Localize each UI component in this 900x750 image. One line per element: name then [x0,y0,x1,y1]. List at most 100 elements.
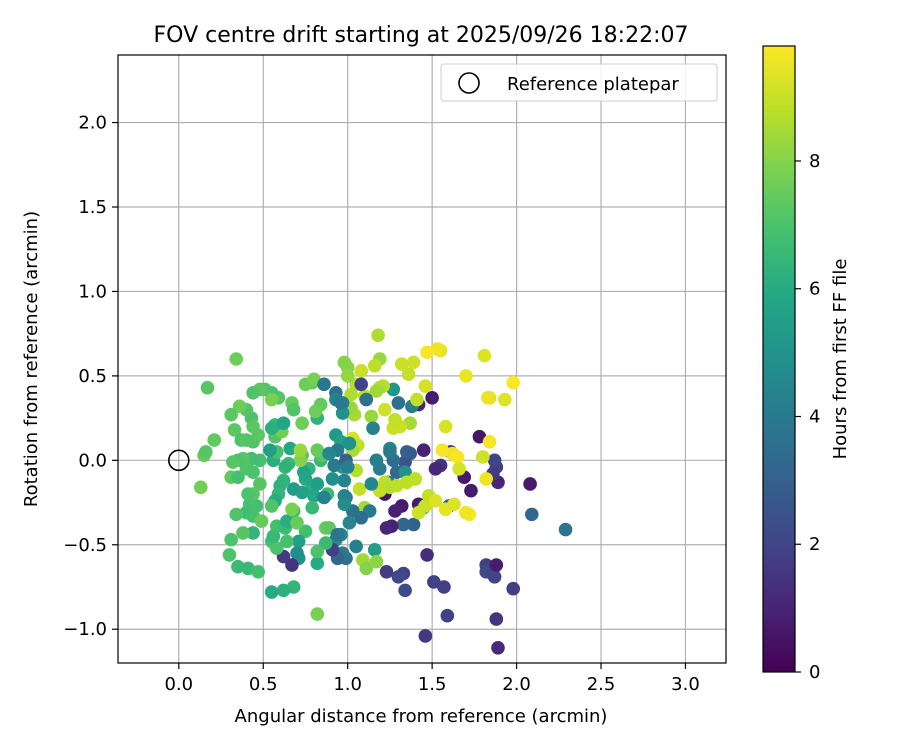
legend-label: Reference platepar [507,74,679,95]
data-point [276,583,291,598]
data-point [295,416,309,430]
data-point [224,407,238,422]
data-point [317,377,331,392]
data-point [264,499,279,513]
data-point [317,490,331,505]
chart-title: FOV centre drift starting at 2025/09/26 … [154,23,689,48]
data-point [523,477,537,491]
data-point [251,565,265,579]
data-point [406,517,421,532]
data-point [236,526,250,540]
data-point [364,409,379,424]
colorbar-tick-label: 0 [809,662,820,683]
y-axis-ticks: −1.0 −0.5 0.0 0.5 1.0 1.5 2.0 [63,113,118,640]
data-point [342,516,357,530]
data-point [330,527,345,542]
data-point [283,441,298,456]
data-point [340,369,355,383]
y-tick-label: 2.0 [78,113,107,134]
data-point [310,544,325,559]
data-point [410,392,424,407]
data-point [298,524,313,539]
data-point [264,392,279,407]
data-point [506,581,520,596]
data-point [477,348,492,363]
data-point [310,556,325,571]
colorbar-gradient [762,45,796,673]
data-point [476,450,490,464]
data-point [278,460,293,474]
data-point [293,443,308,458]
x-axis-ticks: 0.0 0.5 1.0 1.5 2.0 2.5 3.0 [164,663,700,695]
data-point [327,458,341,473]
data-point [440,608,455,623]
data-point [200,380,215,395]
colorbar-tick-label: 4 [809,406,820,427]
data-point [398,583,412,598]
data-point [264,585,279,599]
data-point [452,461,466,476]
data-point [207,433,222,447]
y-tick-label: 1.5 [78,197,107,218]
data-point [193,480,208,495]
data-point [359,392,374,407]
x-tick-label: 0.0 [164,674,193,695]
data-point [437,580,451,594]
data-point [352,482,367,496]
data-point [391,396,406,410]
data-point [280,534,294,549]
data-point [383,445,397,459]
data-point [231,470,245,485]
data-point [378,402,392,417]
data-point [318,536,333,550]
y-tick-label: 0.0 [78,450,107,471]
data-point [227,423,242,437]
data-point [459,369,473,383]
data-point [291,534,306,549]
data-point [418,379,433,393]
plot-background [118,55,726,663]
data-point [372,461,387,476]
data-point [222,548,237,562]
data-point [310,477,325,491]
data-point [428,461,443,476]
y-tick-label: 1.0 [78,281,107,302]
data-point [408,472,423,486]
data-point [229,352,244,366]
data-point [199,445,213,459]
data-point [388,413,402,427]
data-point [229,507,244,522]
data-point [369,384,384,398]
data-point [427,575,441,589]
data-point [369,554,384,569]
data-point [224,532,238,547]
data-point [359,561,374,576]
data-point [290,546,304,561]
data-point [335,406,350,420]
x-tick-label: 2.0 [502,674,531,695]
data-point [342,436,357,451]
colorbar-label: Hours from first FF file [830,259,851,460]
data-point [305,500,320,515]
data-point [464,483,478,498]
scatter-points [193,328,573,655]
y-tick-label: −1.0 [63,619,107,640]
data-point [489,612,504,626]
data-point [364,477,379,491]
data-point [391,570,406,584]
data-point [379,565,394,579]
data-point [425,391,439,405]
data-point [226,455,240,469]
x-tick-label: 1.5 [418,674,447,695]
data-point [337,473,352,488]
data-point [295,485,309,500]
data-point [438,419,453,434]
data-point [506,375,520,390]
data-point [276,416,291,430]
data-point [371,328,385,343]
data-point [401,367,416,382]
data-point [497,392,512,407]
plot-frame [117,54,727,664]
data-point [428,494,443,508]
